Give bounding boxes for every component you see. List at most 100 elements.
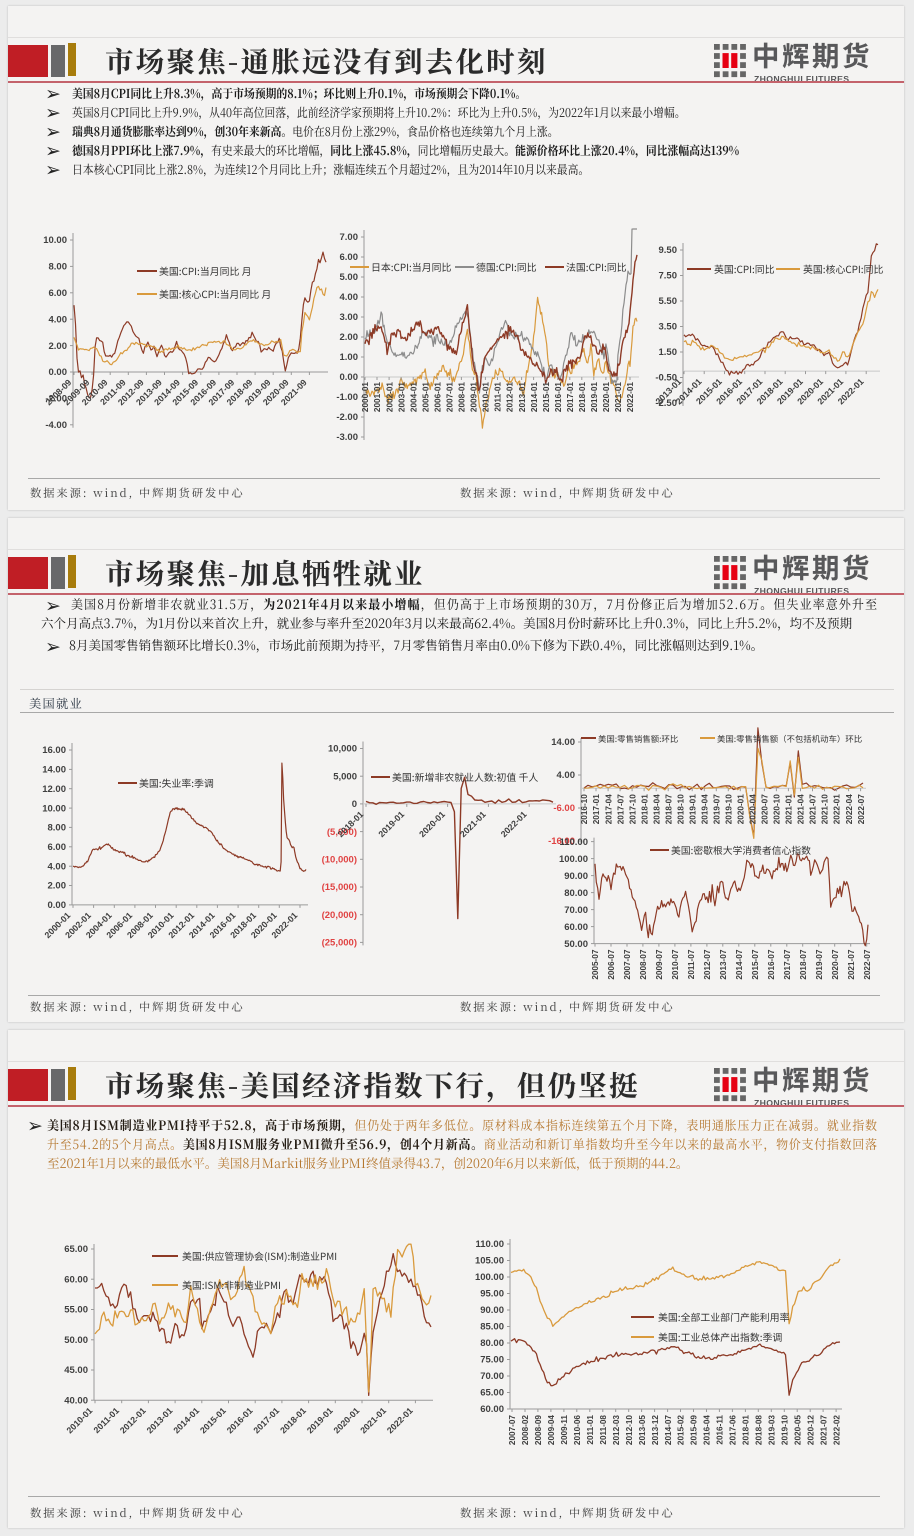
svg-text:85.00: 85.00 (480, 1322, 504, 1333)
svg-text:2017-04: 2017-04 (604, 794, 613, 824)
svg-text:2021-04: 2021-04 (797, 794, 806, 824)
svg-text:2009-07: 2009-07 (655, 949, 664, 979)
svg-text:40.00: 40.00 (64, 1395, 88, 1406)
svg-text:70.00: 70.00 (480, 1371, 504, 1382)
svg-text:2004-01: 2004-01 (409, 382, 418, 412)
svg-text:14.00: 14.00 (551, 737, 575, 748)
svg-text:2003-01: 2003-01 (397, 382, 406, 412)
svg-text:2019-01: 2019-01 (590, 382, 599, 412)
svg-text:2018-07: 2018-07 (664, 794, 673, 824)
svg-text:2017-06: 2017-06 (729, 1415, 738, 1445)
svg-text:2010-01: 2010-01 (482, 382, 491, 412)
svg-text:2019-10: 2019-10 (725, 794, 734, 824)
svg-text:8.00: 8.00 (48, 823, 67, 834)
svg-text:2019-07: 2019-07 (713, 794, 722, 824)
svg-text:2021-01: 2021-01 (785, 794, 794, 824)
svg-text:2009-01: 2009-01 (470, 382, 479, 412)
svg-text:2020-12: 2020-12 (806, 1415, 815, 1445)
svg-text:2001-01: 2001-01 (373, 382, 382, 412)
svg-text:2016-10: 2016-10 (580, 794, 589, 824)
svg-text:5,000: 5,000 (333, 771, 357, 782)
svg-text:2021-01: 2021-01 (614, 382, 623, 412)
svg-text:2011-01: 2011-01 (494, 382, 503, 412)
svg-text:2008-09: 2008-09 (534, 1415, 543, 1445)
svg-text:2010-06: 2010-06 (573, 1415, 582, 1445)
svg-text:2011-01: 2011-01 (586, 1415, 595, 1445)
svg-text:2017-01: 2017-01 (592, 794, 601, 824)
svg-text:2020-01: 2020-01 (602, 382, 611, 412)
svg-text:(20,000): (20,000) (322, 910, 357, 921)
svg-text:100.00: 100.00 (475, 1272, 504, 1283)
svg-text:7.00: 7.00 (340, 232, 359, 243)
svg-text:2012-03: 2012-03 (612, 1415, 621, 1445)
svg-text:2017-01: 2017-01 (566, 382, 575, 412)
svg-text:105.00: 105.00 (475, 1256, 504, 1267)
svg-text:2018-01: 2018-01 (640, 794, 649, 824)
svg-text:(25,000): (25,000) (322, 938, 357, 949)
svg-text:110.00: 110.00 (475, 1239, 504, 1250)
svg-text:2011-07: 2011-07 (687, 949, 696, 979)
svg-text:60.00: 60.00 (564, 922, 588, 933)
svg-text:-3.00: -3.00 (336, 432, 358, 443)
svg-text:50.00: 50.00 (64, 1335, 88, 1346)
svg-text:65.00: 65.00 (480, 1388, 504, 1399)
svg-text:10.00: 10.00 (43, 235, 67, 246)
svg-text:9.50: 9.50 (659, 245, 678, 256)
svg-text:2013-05: 2013-05 (638, 1415, 647, 1445)
svg-text:-2.50: -2.50 (655, 398, 677, 409)
svg-text:(10,000): (10,000) (322, 855, 357, 866)
svg-text:-4.00: -4.00 (45, 420, 67, 431)
svg-text:2016-04: 2016-04 (703, 1415, 712, 1445)
svg-text:-16.00: -16.00 (548, 836, 575, 847)
svg-text:2013-12: 2013-12 (651, 1415, 660, 1445)
svg-text:2010-07: 2010-07 (671, 949, 680, 979)
svg-text:2020-01: 2020-01 (737, 794, 746, 824)
svg-text:2015-09: 2015-09 (690, 1415, 699, 1445)
svg-text:14.00: 14.00 (42, 765, 66, 776)
svg-text:1.50: 1.50 (659, 347, 678, 358)
svg-text:95.00: 95.00 (480, 1289, 504, 1300)
svg-text:(5,000): (5,000) (327, 827, 357, 838)
svg-text:2022-01: 2022-01 (833, 794, 842, 824)
svg-text:1.00: 1.00 (340, 352, 359, 363)
svg-text:2021-07: 2021-07 (847, 949, 856, 979)
svg-text:55.00: 55.00 (64, 1305, 88, 1316)
svg-text:2017-07: 2017-07 (783, 949, 792, 979)
svg-text:2012-10: 2012-10 (625, 1415, 634, 1445)
svg-text:0.00: 0.00 (49, 367, 68, 378)
svg-text:2014-01: 2014-01 (530, 382, 539, 412)
svg-text:2012-01: 2012-01 (506, 382, 515, 412)
svg-text:2022-04: 2022-04 (845, 794, 854, 824)
svg-text:80.00: 80.00 (564, 888, 588, 899)
svg-text:45.00: 45.00 (64, 1365, 88, 1376)
svg-text:2005-07: 2005-07 (591, 949, 600, 979)
svg-text:2020-10: 2020-10 (773, 794, 782, 824)
svg-text:90.00: 90.00 (564, 871, 588, 882)
svg-text:2019-01: 2019-01 (688, 794, 697, 824)
svg-text:-2.00: -2.00 (45, 394, 67, 405)
svg-text:60.00: 60.00 (480, 1404, 504, 1415)
svg-text:2013-07: 2013-07 (719, 949, 728, 979)
svg-text:60.00: 60.00 (64, 1274, 88, 1285)
svg-text:80.00: 80.00 (480, 1338, 504, 1349)
svg-text:2021-10: 2021-10 (821, 794, 830, 824)
svg-text:3.50: 3.50 (659, 322, 678, 333)
svg-text:2002-01: 2002-01 (385, 382, 394, 412)
svg-text:6.00: 6.00 (48, 842, 67, 853)
svg-text:2022-02: 2022-02 (832, 1415, 841, 1445)
svg-text:2022-01: 2022-01 (626, 382, 635, 412)
svg-text:-2.00: -2.00 (336, 412, 358, 423)
svg-text:2018-07: 2018-07 (799, 949, 808, 979)
svg-text:2017-07: 2017-07 (616, 794, 625, 824)
svg-text:90.00: 90.00 (480, 1305, 504, 1316)
svg-text:2019-03: 2019-03 (768, 1415, 777, 1445)
svg-text:2.00: 2.00 (48, 881, 67, 892)
svg-text:4.00: 4.00 (49, 314, 68, 325)
svg-text:50.00: 50.00 (564, 939, 588, 950)
svg-text:2022-07: 2022-07 (857, 794, 866, 824)
svg-text:-1.00: -1.00 (336, 392, 358, 403)
svg-text:2021-07: 2021-07 (809, 794, 818, 824)
svg-text:2019-10: 2019-10 (781, 1415, 790, 1445)
svg-text:75.00: 75.00 (480, 1355, 504, 1366)
svg-text:70.00: 70.00 (564, 905, 588, 916)
